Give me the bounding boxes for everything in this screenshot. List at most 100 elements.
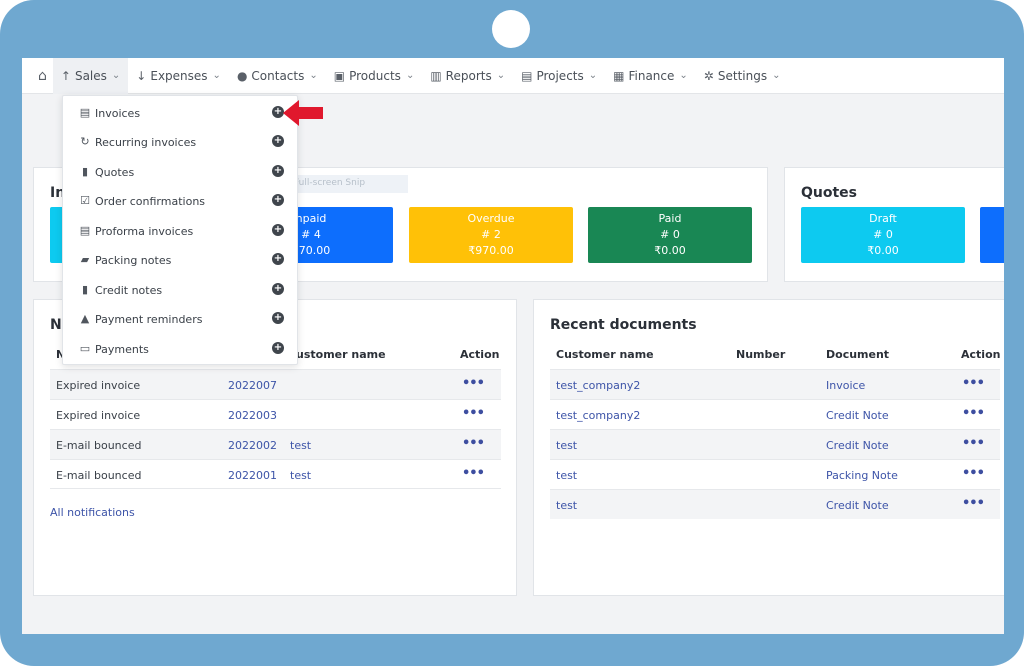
chevron-down-icon: ⌄ — [679, 70, 688, 81]
quotes-card: Quotes Draft # 0 ₹0.00 — [784, 167, 1004, 282]
add-payment-reminder-icon[interactable]: + — [272, 312, 284, 324]
all-notifications-link[interactable]: All notifications — [50, 506, 135, 519]
more-icon[interactable]: ••• — [462, 466, 485, 481]
nav-reports[interactable]: ▥ Reports ⌄ — [422, 58, 513, 94]
chevron-down-icon: ⌄ — [588, 70, 598, 81]
row-document[interactable]: Credit Note — [826, 499, 889, 512]
row-type: Expired invoice — [56, 409, 141, 422]
nav-settings[interactable]: ✲ Settings ⌄ — [696, 58, 789, 94]
chevron-down-icon: ⌄ — [772, 70, 781, 81]
recent-col-action: Action — [961, 348, 1001, 361]
row-document[interactable]: Credit Note — [826, 439, 889, 452]
top-nav: ⌂ ↑ Sales ⌄ ↓ Expenses ⌄ ● Contacts ⌄ ▣ … — [22, 58, 1004, 94]
nav-sales[interactable]: ↑ Sales ⌄ — [52, 58, 129, 94]
row-number[interactable]: 2022003 — [228, 409, 277, 422]
recent-documents-card: Recent documents Customer name Number Do… — [533, 299, 1004, 596]
arrow-down-icon: ↓ — [136, 68, 147, 83]
chevron-down-icon: ⌄ — [111, 70, 121, 81]
stat-paid[interactable]: Paid # 0 ₹0.00 — [588, 207, 752, 263]
more-icon[interactable]: ••• — [962, 496, 985, 511]
more-icon[interactable]: ••• — [962, 406, 985, 421]
row-number[interactable]: 2022007 — [228, 379, 277, 392]
table-row: test Credit Note ••• — [550, 429, 1000, 459]
table-row: Expired invoice 2022003 ••• — [50, 399, 501, 429]
menu-item-label: Payments — [95, 343, 149, 356]
row-customer[interactable]: test — [556, 439, 578, 452]
notifications-col-customer: ustomer name — [296, 348, 386, 361]
stat-draft[interactable]: Draft # 0 ₹0.00 — [801, 207, 965, 263]
document-icon: ▤ — [79, 106, 91, 119]
add-credit-note-icon[interactable]: + — [272, 283, 284, 295]
chevron-down-icon: ⌄ — [212, 70, 221, 81]
menu-item-payments[interactable]: ▭ Payments + — [63, 335, 299, 364]
menu-item-packing-notes[interactable]: ▰ Packing notes + — [63, 246, 299, 275]
add-quote-icon[interactable]: + — [272, 165, 284, 177]
nav-finance[interactable]: ▦ Finance ⌄ — [605, 58, 696, 94]
menu-item-credit-notes[interactable]: ▮ Credit notes + — [63, 276, 299, 305]
stat-paid-label: Paid — [658, 212, 682, 225]
add-proforma-invoice-icon[interactable]: + — [272, 224, 284, 236]
stat-unpaid-count: # 4 — [301, 228, 321, 241]
add-payment-icon[interactable]: + — [272, 342, 284, 354]
more-icon[interactable]: ••• — [462, 376, 485, 391]
nav-expenses[interactable]: ↓ Expenses ⌄ — [128, 58, 229, 94]
stat-next-partial[interactable] — [980, 207, 1004, 263]
row-document[interactable]: Packing Note — [826, 469, 898, 482]
add-invoice-icon[interactable]: + — [272, 106, 284, 118]
nav-contacts[interactable]: ● Contacts ⌄ — [229, 58, 326, 94]
nav-products[interactable]: ▣ Products ⌄ — [326, 58, 423, 94]
row-number[interactable]: 2022001 — [228, 469, 277, 482]
nav-projects[interactable]: ▤ Projects ⌄ — [513, 58, 605, 94]
more-icon[interactable]: ••• — [962, 466, 985, 481]
row-customer[interactable]: test — [556, 499, 578, 512]
add-order-confirmation-icon[interactable]: + — [272, 194, 284, 206]
row-type: E-mail bounced — [56, 439, 142, 452]
more-icon[interactable]: ••• — [962, 376, 985, 391]
gear-icon: ✲ — [703, 68, 714, 83]
menu-item-label: Order confirmations — [95, 195, 206, 208]
menu-item-recurring-invoices[interactable]: ↻ Recurring invoices + — [63, 128, 299, 157]
chevron-down-icon: ⌄ — [405, 70, 415, 81]
menu-item-label: Recurring invoices — [95, 136, 197, 149]
table-row: test Packing Note ••• — [550, 459, 1000, 489]
table-row: test_company2 Credit Note ••• — [550, 399, 1000, 429]
stat-overdue[interactable]: Overdue # 2 ₹970.00 — [409, 207, 573, 263]
nav-sales-label: Sales — [74, 68, 107, 83]
home-icon[interactable]: ⌂ — [38, 67, 47, 84]
notifications-col-action: Action — [460, 348, 500, 361]
bell-icon: ▲ — [80, 312, 90, 325]
add-recurring-invoice-icon[interactable]: + — [272, 135, 284, 147]
menu-item-proforma-invoices[interactable]: ▤ Proforma invoices + — [63, 217, 299, 246]
chevron-down-icon: ⌄ — [496, 70, 506, 81]
menu-item-label: Credit notes — [95, 284, 163, 297]
table-row: E-mail bounced 2022001 test ••• — [50, 459, 501, 489]
more-icon[interactable]: ••• — [462, 436, 485, 451]
refresh-icon: ↻ — [80, 135, 90, 148]
row-customer[interactable]: test_company2 — [556, 379, 641, 392]
stat-draft-label: Draft — [869, 212, 897, 225]
more-icon[interactable]: ••• — [462, 406, 485, 421]
stat-overdue-count: # 2 — [481, 228, 501, 241]
stat-paid-amount: ₹0.00 — [654, 244, 686, 257]
menu-item-order-confirmations[interactable]: ☑ Order confirmations + — [63, 187, 299, 216]
table-row: E-mail bounced 2022002 test ••• — [50, 429, 501, 459]
nav-projects-label: Projects — [536, 68, 584, 83]
snip-tooltip: Full-screen Snip — [270, 175, 408, 193]
row-number[interactable]: 2022002 — [228, 439, 277, 452]
menu-item-invoices[interactable]: ▤ Invoices + — [63, 99, 299, 128]
chevron-down-icon: ⌄ — [309, 70, 318, 81]
row-customer[interactable]: test — [290, 469, 312, 482]
row-document[interactable]: Credit Note — [826, 409, 889, 422]
row-customer[interactable]: test_company2 — [556, 409, 641, 422]
row-customer[interactable]: test — [290, 439, 312, 452]
more-icon[interactable]: ••• — [962, 436, 985, 451]
add-packing-note-icon[interactable]: + — [272, 253, 284, 265]
menu-item-quotes[interactable]: ▮ Quotes + — [63, 158, 299, 187]
row-customer[interactable]: test — [556, 469, 578, 482]
menu-item-payment-reminders[interactable]: ▲ Payment reminders + — [63, 305, 299, 334]
stat-overdue-amount: ₹970.00 — [468, 244, 514, 257]
notifications-col-type: N — [56, 348, 66, 361]
row-document[interactable]: Invoice — [826, 379, 866, 392]
invoices-card-title: In — [50, 185, 66, 201]
arrow-up-icon: ↑ — [60, 68, 71, 83]
